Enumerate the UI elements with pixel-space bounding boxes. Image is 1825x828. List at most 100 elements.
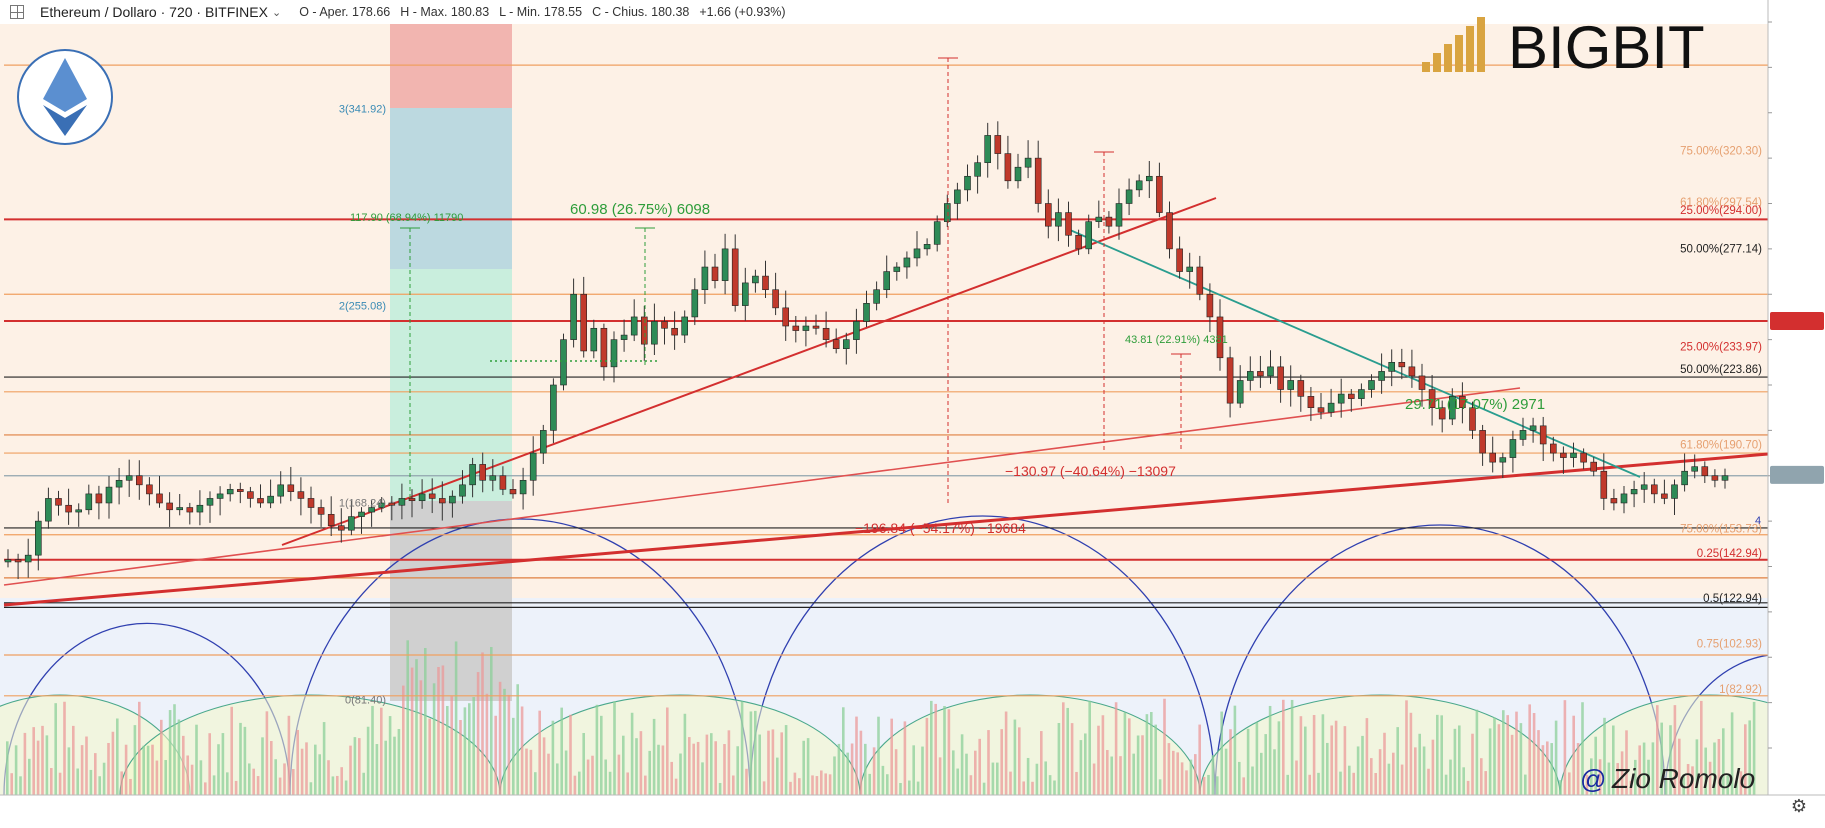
volume-bar	[1251, 766, 1254, 795]
time-cycle-arc	[749, 515, 1216, 796]
volume-bar	[806, 738, 810, 795]
volume-bar	[1356, 746, 1360, 795]
volume-bar	[877, 716, 880, 795]
volume-bar	[270, 741, 273, 795]
volume-bar	[1273, 749, 1276, 795]
volume-bar	[503, 688, 506, 795]
volume-bar	[613, 701, 616, 795]
candle-body	[307, 498, 315, 508]
volume-bar	[1462, 767, 1465, 795]
candle-body	[1267, 366, 1274, 377]
volume-bar	[1642, 742, 1646, 795]
candle-body	[519, 479, 527, 495]
volume-bar	[622, 735, 625, 795]
volume-bar	[947, 709, 951, 795]
volume-bar	[740, 701, 744, 795]
volume-bar	[1735, 780, 1738, 795]
brand-bar	[1422, 62, 1430, 72]
volume-bar	[1119, 756, 1122, 795]
volume-bar	[666, 707, 669, 795]
volume-bar	[569, 714, 572, 795]
volume-bar	[1484, 771, 1487, 795]
volume-bar	[472, 697, 475, 795]
volume-bar	[1713, 742, 1716, 795]
volume-bar	[1427, 768, 1430, 795]
candle-body	[337, 525, 345, 531]
volume-bar	[683, 713, 687, 795]
volume-bar	[1172, 750, 1175, 795]
price-axis-background	[1768, 0, 1825, 823]
symbol-title[interactable]: Ethereum / Dollaro · 720 · BITFINEX	[40, 4, 268, 20]
volume-bar	[1730, 712, 1734, 795]
volume-bar	[1396, 727, 1399, 795]
volume-bar	[1647, 759, 1650, 795]
candle-body	[115, 479, 123, 488]
candle-body	[1166, 212, 1173, 250]
candle-body	[1307, 396, 1315, 408]
volume-bar	[1449, 759, 1452, 795]
candle-body	[1277, 366, 1284, 390]
candle-body	[125, 475, 133, 481]
candle-body	[1075, 234, 1082, 250]
candle-body	[1085, 221, 1092, 250]
candle-body	[297, 491, 305, 499]
volume-bar	[494, 715, 497, 795]
volume-bar	[1458, 725, 1461, 795]
volume-bar	[617, 754, 621, 795]
gear-icon[interactable]: ⚙	[1790, 796, 1807, 816]
candle-body	[984, 135, 992, 163]
candle-body	[1348, 393, 1355, 399]
candle-body	[1651, 484, 1658, 495]
extension-level-label: 3(341.92)	[339, 103, 386, 115]
volume-bar	[1387, 763, 1391, 795]
volume-bar	[578, 771, 581, 795]
candle-body	[1226, 357, 1234, 404]
candle-body	[75, 509, 82, 513]
candle-body	[620, 334, 628, 340]
volume-bar	[1101, 715, 1105, 795]
candle-body	[1701, 466, 1709, 477]
volume-bar	[894, 749, 898, 795]
volume-bar	[661, 745, 665, 795]
candle-body	[610, 339, 618, 368]
candle-body	[196, 504, 204, 513]
fib-level-label: 50.00%(223.86)	[1680, 364, 1762, 376]
volume-bar	[1603, 717, 1606, 795]
candle-body	[166, 502, 173, 511]
volume-bar	[1510, 734, 1514, 795]
volume-bar	[1607, 762, 1611, 795]
candle-body	[449, 495, 456, 504]
volume-bar	[1431, 739, 1435, 795]
volume-bar	[1334, 720, 1338, 795]
volume-bar	[978, 738, 981, 795]
volume-bar	[1506, 715, 1509, 795]
volume-bar	[644, 775, 647, 795]
volume-bar	[529, 749, 533, 795]
candle-body	[428, 493, 436, 499]
ethereum-logo-diamond	[43, 58, 87, 112]
chevron-down-icon[interactable]: ⌄	[271, 6, 282, 19]
volume-bar	[710, 733, 713, 795]
volume-bar	[129, 778, 132, 795]
candle-body	[1156, 175, 1163, 213]
volume-bar	[14, 745, 18, 795]
volume-bar	[824, 773, 827, 795]
candle-body	[479, 464, 487, 481]
volume-bar	[1229, 729, 1232, 795]
ohlc-high: H - Max. 180.83	[400, 5, 490, 19]
candle-body	[1368, 380, 1375, 390]
volume-bar	[1708, 761, 1712, 795]
candle-body	[630, 316, 638, 336]
volume-bar	[560, 707, 563, 795]
volume-bar	[674, 778, 678, 795]
candle-body	[1580, 452, 1587, 463]
volume-bar	[1304, 726, 1307, 795]
volume-bar	[336, 775, 339, 795]
volume-bar	[111, 731, 115, 795]
volume-bar	[1053, 780, 1056, 795]
candle-body	[1418, 375, 1426, 390]
volume-bar	[1352, 772, 1355, 795]
expand-icon[interactable]	[10, 5, 24, 19]
